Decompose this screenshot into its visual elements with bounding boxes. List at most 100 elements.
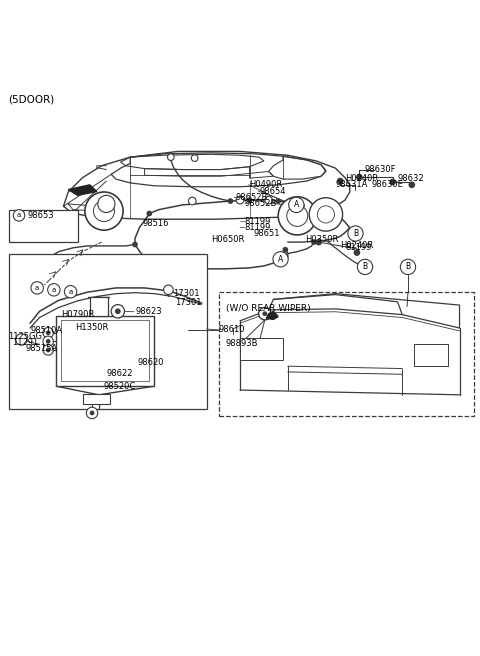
Circle shape (48, 283, 60, 296)
Circle shape (356, 174, 363, 180)
Circle shape (265, 196, 273, 204)
Circle shape (337, 178, 344, 184)
Text: a: a (17, 213, 21, 218)
Circle shape (86, 407, 98, 419)
Text: H0240R: H0240R (345, 174, 378, 182)
Text: 98651: 98651 (253, 229, 280, 238)
Text: 98510A: 98510A (31, 327, 63, 335)
Circle shape (13, 210, 25, 221)
Text: 81199: 81199 (245, 216, 271, 226)
Circle shape (94, 297, 104, 306)
Circle shape (98, 195, 115, 213)
Circle shape (132, 241, 138, 247)
Circle shape (317, 206, 335, 223)
Circle shape (236, 196, 244, 204)
Text: 98620: 98620 (137, 358, 164, 367)
Circle shape (408, 182, 415, 188)
Circle shape (164, 285, 173, 295)
Circle shape (85, 192, 123, 230)
Circle shape (90, 411, 95, 415)
Text: 98652B: 98652B (235, 193, 268, 202)
Circle shape (309, 197, 343, 231)
Circle shape (278, 256, 283, 262)
Text: 98520C: 98520C (104, 382, 136, 391)
Text: B: B (362, 262, 368, 272)
Text: 98893B: 98893B (226, 338, 258, 348)
Circle shape (358, 259, 372, 275)
Text: 98630F: 98630F (364, 165, 396, 174)
Text: 98632: 98632 (397, 174, 424, 182)
Text: a: a (52, 287, 56, 293)
Bar (61, 320, 149, 381)
Circle shape (146, 211, 152, 216)
Circle shape (293, 202, 299, 208)
Bar (9, 210, 78, 242)
Circle shape (311, 239, 317, 245)
Circle shape (282, 247, 288, 253)
Circle shape (348, 226, 363, 241)
Circle shape (228, 198, 233, 204)
Circle shape (46, 348, 50, 352)
Circle shape (64, 285, 77, 298)
Text: 17301: 17301 (173, 289, 200, 298)
Text: 81199: 81199 (245, 223, 271, 232)
Circle shape (259, 308, 271, 320)
Text: a: a (35, 285, 39, 291)
Circle shape (361, 264, 367, 270)
Text: 98515A: 98515A (25, 344, 58, 352)
Circle shape (115, 308, 120, 314)
Bar (414, 344, 447, 366)
Circle shape (263, 312, 267, 316)
Text: 81199: 81199 (345, 243, 372, 253)
Bar (9, 254, 206, 409)
Circle shape (288, 197, 304, 213)
Circle shape (168, 154, 174, 161)
Text: 17301: 17301 (176, 298, 202, 307)
Bar (240, 338, 283, 360)
Circle shape (31, 281, 43, 294)
Text: 98622: 98622 (107, 369, 133, 379)
Circle shape (315, 239, 322, 245)
Circle shape (46, 339, 50, 344)
Text: 98653: 98653 (28, 211, 54, 220)
Circle shape (94, 201, 115, 222)
Text: A: A (278, 255, 283, 264)
Circle shape (273, 252, 288, 267)
Text: 1125GG: 1125GG (9, 332, 43, 341)
Circle shape (111, 304, 124, 318)
Circle shape (278, 197, 316, 235)
Circle shape (43, 336, 53, 346)
Text: 98623: 98623 (135, 307, 162, 316)
Text: 98630E: 98630E (371, 180, 403, 190)
Text: 98516: 98516 (142, 218, 168, 228)
Text: H0790R: H0790R (61, 310, 95, 319)
Polygon shape (266, 312, 278, 319)
Circle shape (400, 259, 416, 275)
Text: H1350R: H1350R (75, 323, 109, 331)
Circle shape (43, 327, 53, 338)
Polygon shape (68, 185, 97, 195)
Text: (W/O REAR WIPER): (W/O REAR WIPER) (226, 304, 310, 314)
Text: 98610: 98610 (218, 325, 245, 335)
Circle shape (276, 198, 281, 204)
Circle shape (46, 331, 50, 335)
Text: A: A (294, 200, 299, 209)
Circle shape (247, 197, 252, 203)
Text: 98631A: 98631A (336, 180, 368, 190)
Circle shape (16, 334, 27, 345)
Text: 11291: 11291 (12, 338, 38, 347)
Circle shape (299, 203, 305, 209)
Bar (218, 292, 474, 417)
Text: H0350R: H0350R (305, 236, 338, 244)
Bar (56, 316, 154, 386)
Circle shape (192, 155, 198, 161)
Text: 98652B: 98652B (245, 199, 277, 209)
Text: B: B (406, 262, 410, 272)
Text: H0490R: H0490R (250, 180, 283, 190)
Circle shape (354, 249, 360, 256)
Circle shape (189, 197, 196, 205)
Text: 98654: 98654 (259, 186, 286, 195)
Text: (5DOOR): (5DOOR) (9, 95, 55, 105)
Text: H0240R: H0240R (340, 241, 373, 251)
Text: a: a (69, 289, 72, 295)
